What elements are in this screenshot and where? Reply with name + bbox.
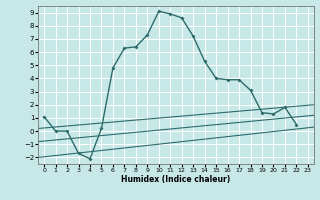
X-axis label: Humidex (Indice chaleur): Humidex (Indice chaleur) <box>121 175 231 184</box>
